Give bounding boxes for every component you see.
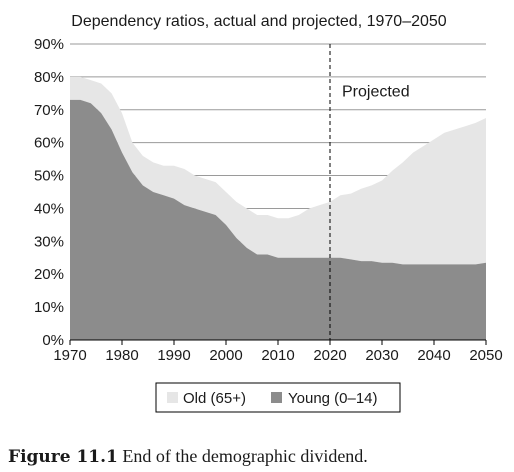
area-young-0-14 <box>70 99 486 341</box>
y-tick-label: 10% <box>34 299 64 316</box>
x-axis-ticks: 1970 1980 1990 2000 2010 2020 2030 2040 2050 <box>53 340 503 364</box>
legend-swatch-young <box>271 392 282 403</box>
legend-label-young: Young (0–14) <box>288 390 378 407</box>
dependency-ratio-chart: Dependency ratios, actual and projected,… <box>34 13 503 413</box>
x-tick-label: 1970 <box>53 347 86 364</box>
y-tick-label: 0% <box>42 332 64 349</box>
x-tick-label: 2020 <box>313 347 346 364</box>
y-tick-label: 80% <box>34 69 64 86</box>
y-tick-label: 50% <box>34 168 64 185</box>
y-axis-ticks: 0% 10% 20% 30% 40% 50% 60% 70% 80% 90% <box>34 36 64 349</box>
x-tick-label: 1980 <box>105 347 138 364</box>
y-tick-label: 30% <box>34 233 64 250</box>
figure-number: Figure 11.1 <box>8 447 118 467</box>
x-tick-label: 1990 <box>157 347 190 364</box>
area-old-65plus <box>70 76 486 265</box>
legend: Old (65+) Young (0–14) <box>155 382 401 413</box>
x-tick-label: 2000 <box>209 347 242 364</box>
legend-swatch-old <box>167 392 178 403</box>
y-tick-label: 20% <box>34 266 64 283</box>
x-tick-label: 2030 <box>365 347 398 364</box>
area-series <box>70 76 486 341</box>
y-tick-label: 60% <box>34 135 64 152</box>
projected-annotation: Projected <box>342 84 410 101</box>
x-tick-label: 2050 <box>469 347 502 364</box>
chart-title: Dependency ratios, actual and projected,… <box>71 13 446 30</box>
x-tick-label: 2040 <box>417 347 450 364</box>
y-tick-label: 40% <box>34 200 64 217</box>
y-tick-label: 90% <box>34 36 64 53</box>
figure-caption-text: End of the demographic dividend. <box>117 446 368 466</box>
y-tick-label: 70% <box>34 102 64 119</box>
x-tick-label: 2010 <box>261 347 294 364</box>
figure-caption: Figure 11.1 End of the demographic divid… <box>8 446 508 467</box>
legend-label-old: Old (65+) <box>183 390 246 407</box>
